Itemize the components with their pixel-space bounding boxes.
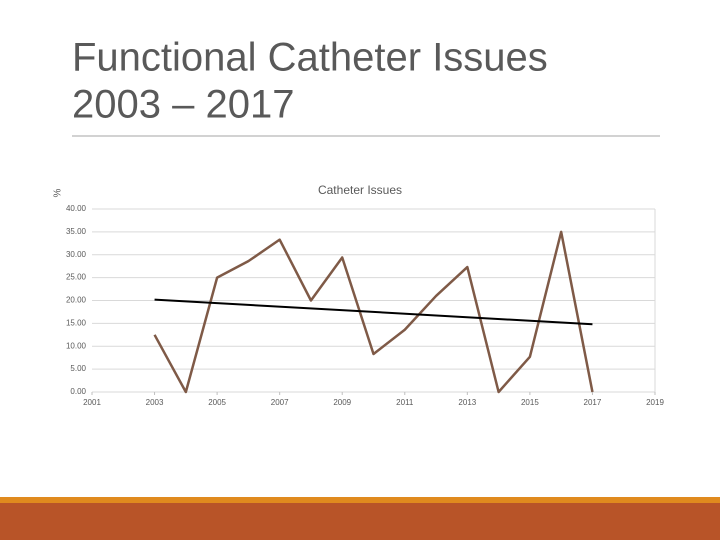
x-tick-label: 2015 <box>521 398 539 407</box>
x-tick-label: 2003 <box>146 398 164 407</box>
footer-band <box>0 503 720 540</box>
y-tick-label: 5.00 <box>70 364 86 373</box>
x-tick-label: 2005 <box>208 398 226 407</box>
x-tick-label: 2011 <box>396 398 414 407</box>
x-tick-label: 2007 <box>271 398 289 407</box>
slide-title: Functional Catheter Issues <box>72 36 548 80</box>
accent-stripe <box>0 497 720 503</box>
chart-title: Catheter Issues <box>318 183 402 197</box>
data-line <box>154 298 593 326</box>
y-tick-label: 40.00 <box>66 204 87 213</box>
y-tick-label: 15.00 <box>66 318 87 327</box>
y-tick-label: 25.00 <box>66 273 87 282</box>
slide-subtitle: 2003 – 2017 <box>72 83 294 127</box>
y-tick-label: 10.00 <box>66 341 87 350</box>
y-tick-label: 20.00 <box>66 296 87 305</box>
y-tick-label: 0.00 <box>70 387 86 396</box>
data-line <box>153 230 594 394</box>
y-axis-label: % <box>53 188 64 197</box>
x-tick-label: 2019 <box>646 398 664 407</box>
x-tick-label: 2009 <box>333 398 351 407</box>
y-tick-label: 30.00 <box>66 250 87 259</box>
x-tick-label: 2013 <box>458 398 476 407</box>
x-tick-label: 2001 <box>83 398 101 407</box>
x-tick-label: 2017 <box>584 398 602 407</box>
y-tick-label: 35.00 <box>66 227 87 236</box>
